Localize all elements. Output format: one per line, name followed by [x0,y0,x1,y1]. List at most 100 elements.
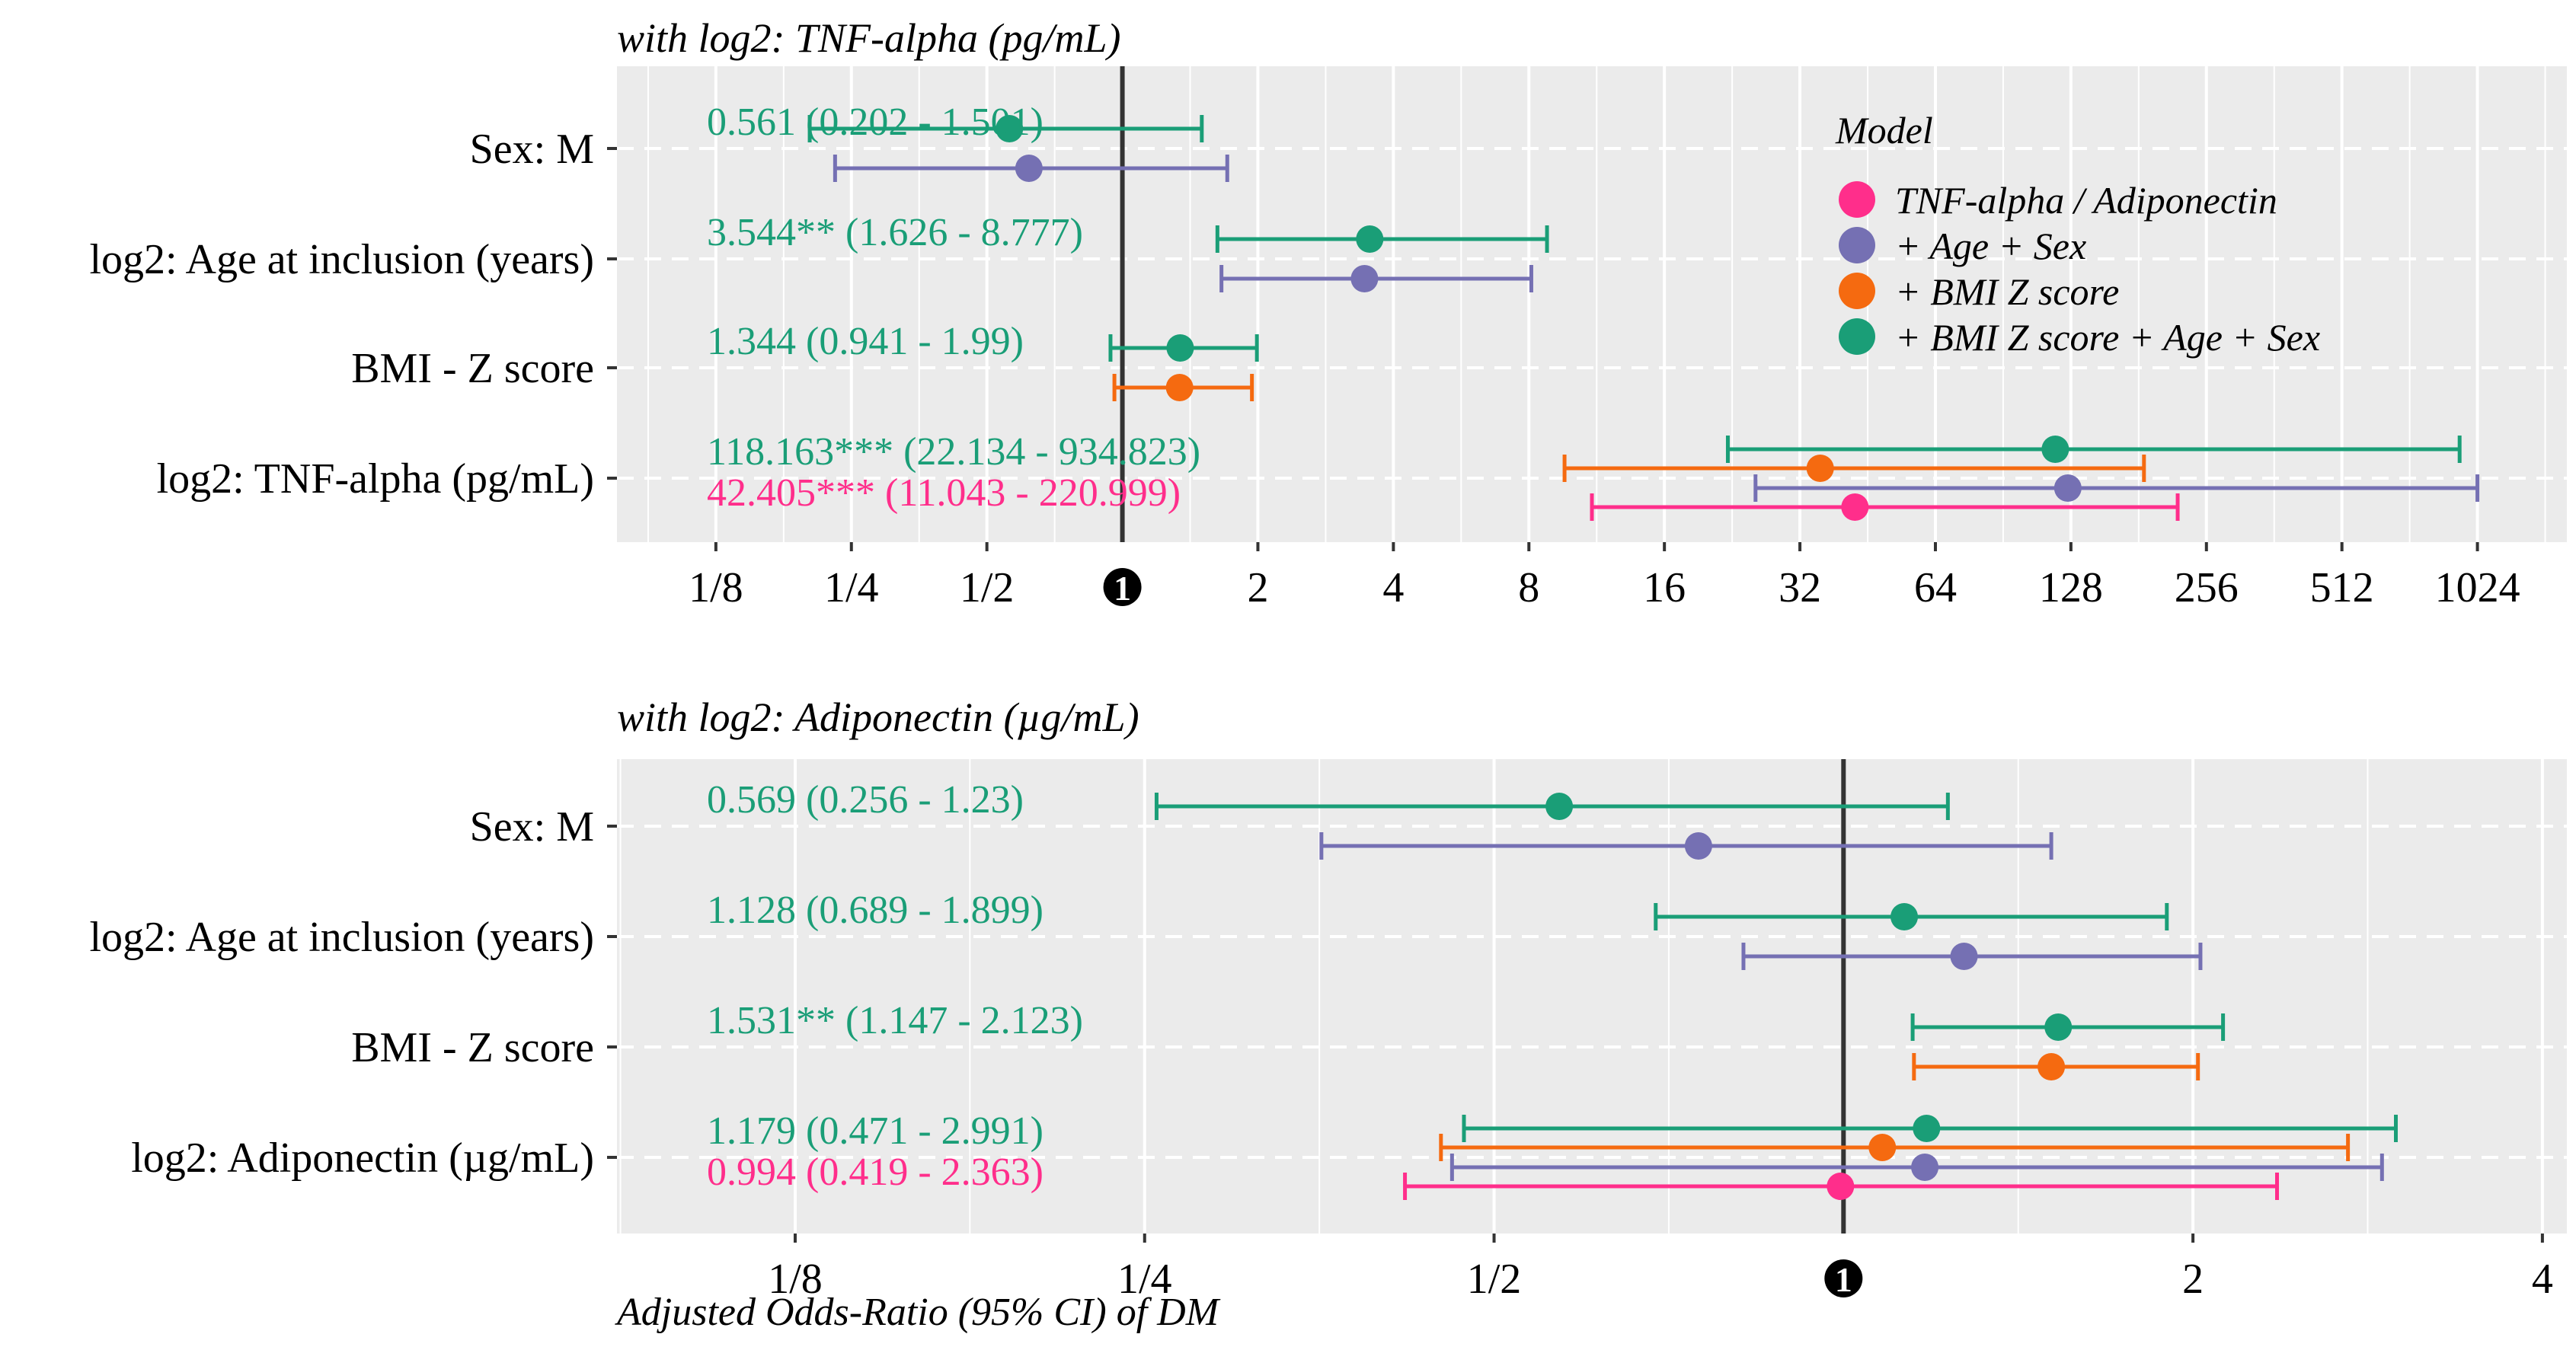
estimate-1 [1449,1154,2384,1181]
point-estimate [1356,225,1384,253]
x-tick-label: 1/2 [960,564,1015,611]
point-estimate [2037,1053,2066,1080]
estimate-annotation: 0.569 (0.256 - 1.23) [707,778,1024,822]
reference-badge-circle [1824,1259,1863,1297]
point-estimate [1684,832,1712,860]
bottom-panel-plot: Sex: M 0.569 (0.256 - 1.23) log2: Age at i… [89,759,2567,1303]
x-tick-label: 32 [1779,564,1821,611]
x-tick-label: 16 [1643,564,1686,611]
estimate-annotation: 1.128 (0.689 - 1.899) [707,889,1044,932]
legend-label: + Age + Sex [1895,225,2086,267]
estimate-3 [1654,903,2169,930]
legend-swatch [1839,273,1875,309]
estimate-2 [1912,1053,2200,1080]
point-estimate [1913,1115,1941,1142]
x-tick-label: 1/4 [824,564,879,611]
top-panel-background [617,66,2567,542]
estimate-3 [1215,225,1549,253]
row-label: log2: TNF-alpha (pg/mL) [157,455,594,503]
legend-label: + BMI Z score + Age + Sex [1895,316,2320,359]
point-estimate [1911,1154,1939,1181]
row-label: Sex: M [470,803,594,851]
row-label: BMI - Z score [351,1024,594,1071]
bottom-panel-title: with log2: Adiponectin (µg/mL) [617,694,1139,740]
x-tick-label: 256 [2175,564,2239,611]
estimate-3 [1108,334,1259,362]
estimate-annotation: 1.531** (1.147 - 2.123) [707,999,1083,1042]
estimate-1 [1319,832,2053,860]
reference-badge-circle [1103,568,1142,606]
row-label: log2: Age at inclusion (years) [89,914,594,961]
estimate-0 [1590,493,2180,521]
bottom-panel-background [617,759,2567,1234]
legend: Model TNF-alpha / Adiponectin + Age + Se… [1835,109,2320,359]
x-tick-label: 128 [2039,564,2103,611]
row-label: BMI - Z score [351,345,594,392]
row-label: Sex: M [470,126,594,173]
point-estimate [1890,903,1919,930]
point-estimate [1806,455,1834,482]
legend-item-bmi: + BMI Z score [1839,270,2119,313]
estimate-annotation: 42.405*** (11.043 - 220.999) [707,471,1181,515]
reference-badge-label: 1 [1835,1260,1852,1299]
x-tick-label: 2 [2182,1256,2204,1303]
estimate-1 [1753,474,2480,502]
estimate-0 [1403,1173,2279,1200]
estimate-3 [807,115,1204,142]
x-axis-label: Adjusted Odds-Ratio (95% CI) of DM [615,1291,1221,1334]
point-estimate [1841,493,1869,521]
x-tick-label: 4 [1382,564,1404,611]
legend-swatch [1839,181,1875,218]
row-label: log2: Adiponectin (µg/mL) [131,1135,594,1182]
x-tick-label: 2 [1247,564,1268,611]
reference-tick-badge: 1 [1103,568,1142,608]
legend-item-tnf-adiponectin: TNF-alpha / Adiponectin [1839,179,2277,222]
x-tick-label: 1/8 [689,564,743,611]
point-estimate [1165,374,1194,401]
estimate-3 [1910,1013,2226,1041]
estimate-annotation: 1.179 (0.471 - 2.991) [707,1109,1044,1153]
reference-badge-label: 1 [1114,569,1131,608]
x-tick-label: 1/4 [1117,1256,1172,1303]
x-tick-label: 1/8 [768,1256,823,1303]
legend-title: Model [1835,109,1933,152]
estimate-annotation: 0.994 (0.419 - 2.363) [707,1151,1044,1194]
estimate-1 [1219,265,1533,292]
estimate-1 [1741,943,2203,970]
estimate-2 [1562,455,2146,482]
point-estimate [2053,474,2082,502]
estimate-3 [1462,1115,2398,1142]
x-tick-label: 1/2 [1467,1256,1522,1303]
x-tick-label: 8 [1518,564,1539,611]
point-estimate [1166,334,1194,362]
estimate-annotation: 0.561 (0.202 - 1.501) [707,101,1044,144]
estimate-annotation: 118.163*** (22.134 - 934.823) [707,430,1200,474]
point-estimate [996,115,1024,142]
x-tick-label: 1024 [2435,564,2520,611]
legend-swatch [1839,318,1875,355]
point-estimate [2041,436,2069,463]
estimate-annotation: 1.344 (0.941 - 1.99) [707,320,1024,363]
point-estimate [1350,265,1379,292]
legend-label: + BMI Z score [1895,270,2119,313]
row-label: log2: Age at inclusion (years) [89,236,594,283]
estimate-annotation: 3.544** (1.626 - 8.777) [707,211,1083,254]
legend-label: TNF-alpha / Adiponectin [1895,179,2277,222]
reference-tick-badge: 1 [1824,1259,1863,1299]
estimate-1 [833,155,1229,182]
point-estimate [1868,1134,1897,1161]
point-estimate [2044,1013,2073,1041]
estimate-3 [1154,793,1950,820]
point-estimate [1545,793,1574,820]
top-panel-title: with log2: TNF-alpha (pg/mL) [617,15,1121,61]
legend-item-age-sex: + Age + Sex [1839,225,2086,267]
legend-item-bmi-age-sex: + BMI Z score + Age + Sex [1839,316,2320,359]
estimate-2 [1112,374,1254,401]
point-estimate [1015,155,1043,182]
point-estimate [1950,943,1978,970]
legend-swatch [1839,227,1875,263]
x-tick-label: 64 [1914,564,1957,611]
estimate-3 [1725,436,2462,463]
point-estimate [1827,1173,1855,1200]
